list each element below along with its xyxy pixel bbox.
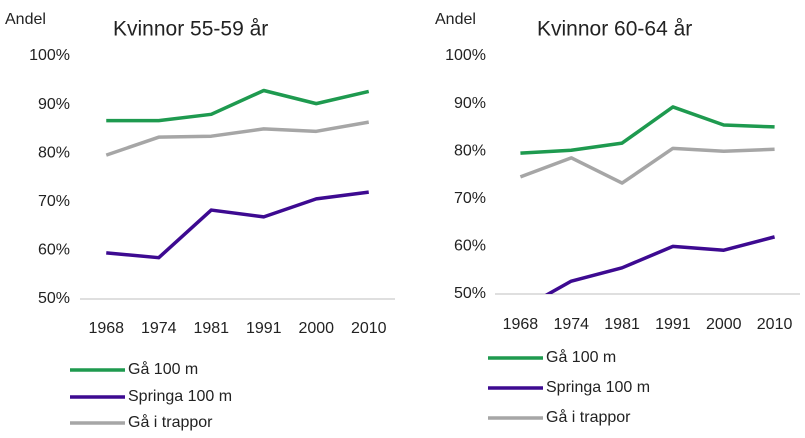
y-tick-label: 80% xyxy=(454,142,486,159)
legend-label: Gå 100 m xyxy=(546,348,616,366)
y-tick-label: 90% xyxy=(454,95,486,112)
y-tick-label: 80% xyxy=(38,144,70,161)
y-tick-label: 100% xyxy=(445,47,486,64)
y-tick-label: 60% xyxy=(38,242,70,259)
x-tick-label: 1974 xyxy=(553,316,589,333)
y-axis-label: Andel xyxy=(435,11,476,28)
data-line xyxy=(105,120,370,157)
y-tick-label: 90% xyxy=(38,96,70,113)
x-tick-label: 2000 xyxy=(298,320,334,337)
y-tick-label: 70% xyxy=(38,193,70,210)
chart-title: Kvinnor 55-59 år xyxy=(113,18,268,41)
data-line xyxy=(520,105,775,155)
y-tick-label: 50% xyxy=(454,285,486,302)
y-tick-label: 50% xyxy=(38,290,70,307)
legend-label: Springa 100 m xyxy=(128,388,232,405)
x-tick-label: 1974 xyxy=(141,320,177,337)
legend-label: Gå 100 m xyxy=(128,360,198,378)
data-line xyxy=(544,235,776,294)
x-tick-label: 1968 xyxy=(503,316,539,333)
data-line xyxy=(519,146,775,185)
legend-label: Springa 100 m xyxy=(546,379,650,396)
x-tick-label: 1991 xyxy=(655,316,691,333)
x-tick-label: 2010 xyxy=(757,316,793,333)
y-axis-label: Andel xyxy=(5,11,46,28)
x-tick-label: 1968 xyxy=(88,320,124,337)
legend-label: Gå i trappor xyxy=(546,408,631,426)
x-tick-label: 1981 xyxy=(604,316,640,333)
y-tick-label: 100% xyxy=(29,47,70,64)
data-line xyxy=(106,190,369,260)
legend-label: Gå i trappor xyxy=(128,413,213,431)
x-tick-label: 1981 xyxy=(193,320,229,337)
x-tick-label: 1991 xyxy=(246,320,282,337)
y-tick-label: 70% xyxy=(454,190,486,207)
x-tick-label: 2010 xyxy=(351,320,387,337)
x-tick-label: 2000 xyxy=(706,316,742,333)
y-tick-label: 60% xyxy=(454,238,486,255)
chart-title: Kvinnor 60-64 år xyxy=(537,18,692,41)
data-line xyxy=(106,88,370,123)
